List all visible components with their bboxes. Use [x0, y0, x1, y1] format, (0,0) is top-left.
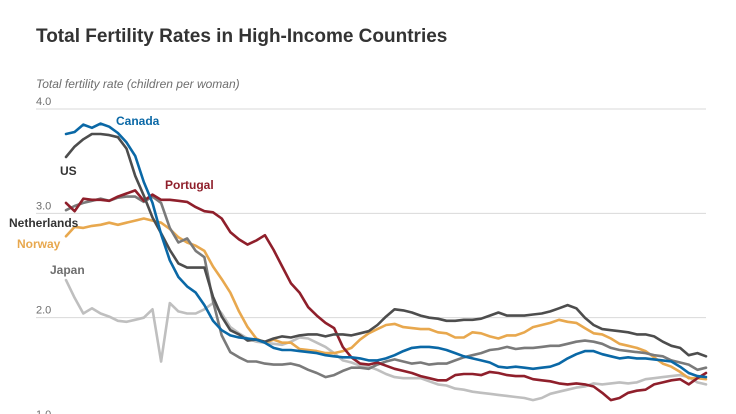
series-line-portugal: [64, 189, 708, 402]
chart-title: Total Fertility Rates in High-Income Cou…: [36, 26, 448, 47]
y-tick-label: 3.0: [36, 200, 51, 212]
series-line-netherlands: [64, 195, 708, 379]
y-tick-label: 2.0: [36, 305, 51, 317]
series-label-japan: Japan: [50, 263, 85, 277]
y-tick-label: 1.0: [36, 409, 51, 414]
series-label-norway: Norway: [17, 237, 61, 251]
y-tick-label: 4.0: [36, 96, 51, 108]
y-axis-label: Total fertility rate (children per woman…: [36, 77, 240, 91]
series-label-canada: Canada: [116, 114, 160, 128]
series-line-japan: [64, 278, 708, 402]
series-line-canada: [64, 122, 708, 379]
series-label-portugal: Portugal: [165, 178, 214, 192]
series-label-netherlands: Netherlands: [9, 216, 79, 230]
series-label-us: US: [60, 164, 77, 178]
series-line-us: [64, 132, 708, 358]
